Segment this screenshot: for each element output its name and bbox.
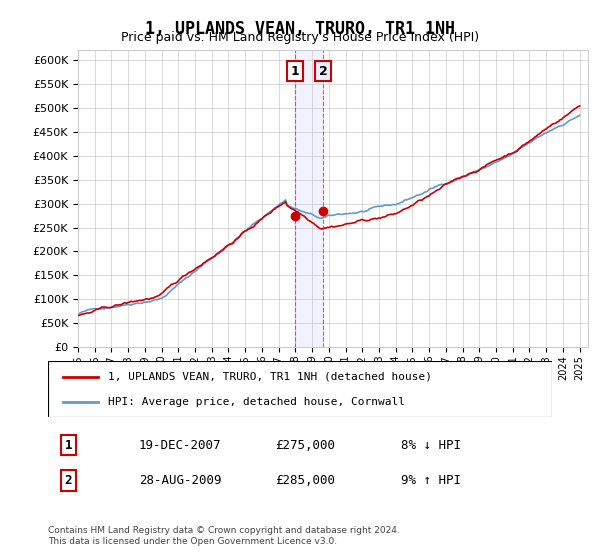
- FancyBboxPatch shape: [48, 361, 552, 417]
- Text: 1: 1: [64, 438, 72, 452]
- Text: HPI: Average price, detached house, Cornwall: HPI: Average price, detached house, Corn…: [109, 396, 406, 407]
- Bar: [295, 50, 323, 347]
- Text: 2: 2: [64, 474, 72, 487]
- Text: 1, UPLANDS VEAN, TRURO, TR1 1NH (detached house): 1, UPLANDS VEAN, TRURO, TR1 1NH (detache…: [109, 372, 433, 382]
- Text: 28-AUG-2009: 28-AUG-2009: [139, 474, 221, 487]
- Text: Contains HM Land Registry data © Crown copyright and database right 2024.
This d: Contains HM Land Registry data © Crown c…: [48, 526, 400, 546]
- Text: Price paid vs. HM Land Registry's House Price Index (HPI): Price paid vs. HM Land Registry's House …: [121, 31, 479, 44]
- Text: £285,000: £285,000: [275, 474, 335, 487]
- Text: 1, UPLANDS VEAN, TRURO, TR1 1NH: 1, UPLANDS VEAN, TRURO, TR1 1NH: [145, 20, 455, 38]
- Text: 19-DEC-2007: 19-DEC-2007: [139, 438, 221, 452]
- Text: £275,000: £275,000: [275, 438, 335, 452]
- Text: 1: 1: [290, 64, 299, 78]
- Text: 8% ↓ HPI: 8% ↓ HPI: [401, 438, 461, 452]
- Text: 2: 2: [319, 64, 328, 78]
- Text: 9% ↑ HPI: 9% ↑ HPI: [401, 474, 461, 487]
